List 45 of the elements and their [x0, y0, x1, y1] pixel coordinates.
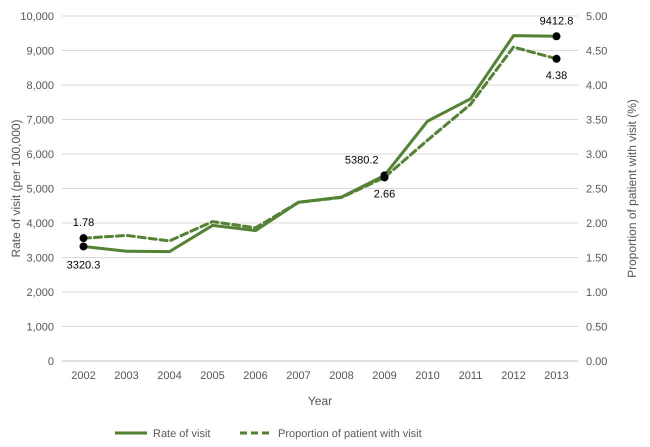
x-tick-label: 2008 [329, 370, 354, 382]
y-tick-label: 8,000 [26, 80, 54, 92]
data-label: 5380.2 [344, 154, 378, 166]
y-tick-label: 2,000 [26, 287, 54, 299]
y-tick-label: 6,000 [26, 149, 54, 161]
y-tick-label: 1,000 [26, 322, 54, 334]
y2-tick-label: 0.50 [586, 322, 608, 334]
y2-tick-label: 3.50 [586, 114, 608, 126]
y-tick-label: 0 [48, 356, 54, 368]
x-tick-label: 2002 [71, 370, 96, 382]
y2-tick-label: 4.50 [586, 46, 608, 58]
y-tick-label: 4,000 [26, 218, 54, 230]
y-tick-label: 7,000 [26, 114, 54, 126]
y2-tick-label: 2.00 [586, 218, 608, 230]
x-axis-title: Year [308, 394, 332, 408]
y2-tick-label: 4.00 [586, 80, 608, 92]
y2-axis-title: Proportion of patient with visit (%) [625, 99, 639, 278]
x-tick-label: 2010 [415, 370, 440, 382]
y2-tick-label: 0.00 [586, 356, 608, 368]
x-tick-label: 2011 [458, 370, 482, 382]
data-label: 9412.8 [540, 15, 574, 28]
x-tick-label: 2013 [544, 370, 569, 382]
data-label: 4.38 [546, 70, 568, 82]
y-axis-title: Rate of visit (per 100,000) [9, 119, 23, 258]
x-tick-label: 2005 [200, 370, 225, 382]
y-tick-label: 9,000 [26, 46, 54, 58]
y2-tick-label: 1.00 [586, 287, 608, 299]
legend-label: Rate of visit [153, 428, 210, 440]
y2-tick-label: 1.50 [586, 252, 608, 264]
y2-tick-label: 3.00 [586, 149, 608, 161]
x-tick-label: 2007 [286, 370, 311, 382]
x-tick-label: 2012 [501, 370, 526, 382]
data-label: 1.78 [72, 217, 94, 230]
y-tick-label: 10,000 [20, 11, 54, 23]
data-label: 3320.3 [66, 259, 100, 272]
y-tick-label: 3,000 [26, 252, 54, 264]
x-tick-label: 2009 [372, 370, 397, 382]
y2-tick-label: 2.50 [586, 184, 608, 196]
y2-tick-label: 5.00 [586, 11, 608, 23]
x-tick-label: 2003 [114, 370, 139, 382]
legend-label: Proportion of patient with visit [278, 428, 422, 440]
x-tick-label: 2004 [157, 370, 182, 382]
x-tick-label: 2006 [243, 370, 268, 382]
y-tick-label: 5,000 [26, 184, 54, 196]
data-label: 2.66 [374, 188, 396, 200]
